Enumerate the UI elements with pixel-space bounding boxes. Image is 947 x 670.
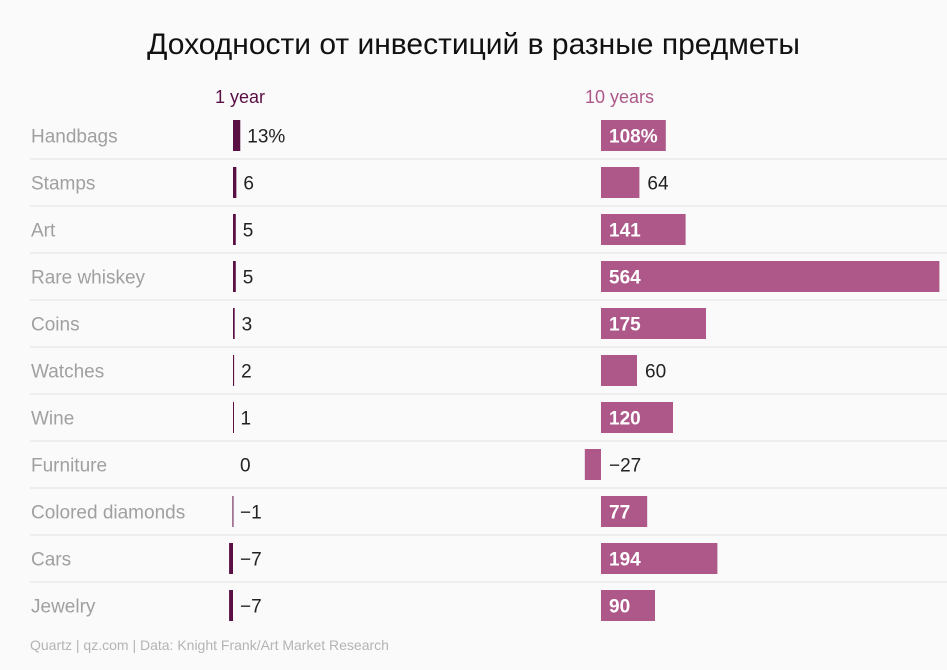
bar-10-years: [601, 402, 673, 433]
value-label-1-year: 5: [243, 268, 254, 289]
row-label: Jewelry: [31, 597, 96, 618]
row-label: Art: [31, 221, 56, 242]
value-label-1-year: −7: [240, 597, 262, 618]
row-label: Stamps: [31, 174, 95, 195]
value-label-1-year: −1: [240, 503, 262, 524]
bar-10-years: [584, 449, 601, 480]
value-label-1-year: 5: [243, 221, 254, 242]
chart-title: Доходности от инвестиций в разные предме…: [147, 28, 800, 61]
bar-1-year: [233, 355, 235, 386]
value-label-1-year: 2: [241, 362, 252, 383]
bar-10-years: [601, 214, 686, 245]
bar-10-years: [601, 543, 718, 574]
value-label-10-years: 141: [609, 221, 641, 242]
value-label-1-year: 6: [243, 174, 254, 195]
bar-10-years: [601, 167, 640, 198]
value-label-10-years: 175: [609, 315, 641, 336]
value-label-10-years: 77: [609, 503, 630, 524]
bar-1-year: [232, 496, 234, 527]
bar-1-year: [233, 167, 237, 198]
value-label-1-year: 13%: [247, 127, 285, 148]
row-label: Furniture: [31, 456, 107, 477]
bar-chart: Handbags 13% 108% Stamps 6 64 Art 5 141 Rare whis…: [30, 120, 947, 621]
row-label: Cars: [31, 550, 71, 571]
value-label-10-years: 564: [609, 268, 641, 289]
value-label-1-year: 0: [240, 456, 251, 477]
row-label: Coins: [31, 315, 80, 336]
bar-1-year: [229, 590, 233, 621]
row-label: Rare whiskey: [31, 268, 146, 289]
bar-1-year: [233, 120, 241, 151]
bar-10-years: [601, 120, 666, 151]
bar-10-years: [601, 355, 637, 386]
row-label: Wine: [31, 409, 74, 430]
value-label-1-year: 1: [241, 409, 252, 430]
series-header-1-year: 1 year: [215, 87, 266, 107]
bar-1-year: [233, 261, 236, 292]
bar-1-year: [233, 402, 234, 433]
value-label-10-years: 60: [645, 362, 666, 383]
bar-10-years: [601, 308, 706, 339]
source-footer: Quartz | qz.com | Data: Knight Frank/Art…: [30, 637, 389, 653]
value-label-1-year: −7: [240, 550, 262, 571]
value-label-10-years: 64: [647, 174, 669, 195]
value-label-10-years: 108%: [609, 127, 658, 148]
row-label: Watches: [31, 362, 104, 383]
series-header-10-years: 10 years: [585, 87, 655, 107]
value-label-10-years: 194: [609, 550, 641, 571]
bar-1-year: [233, 308, 235, 339]
bar-10-years: [601, 496, 648, 527]
row-label: Colored diamonds: [31, 503, 185, 524]
value-label-10-years: −27: [609, 456, 641, 477]
value-label-1-year: 3: [242, 315, 253, 336]
bar-1-year: [229, 543, 233, 574]
bar-10-years: [601, 261, 940, 292]
bar-10-years: [601, 590, 655, 621]
value-label-10-years: 120: [609, 409, 641, 430]
row-label: Handbags: [31, 127, 118, 148]
bar-1-year: [233, 214, 236, 245]
value-label-10-years: 90: [609, 597, 630, 618]
